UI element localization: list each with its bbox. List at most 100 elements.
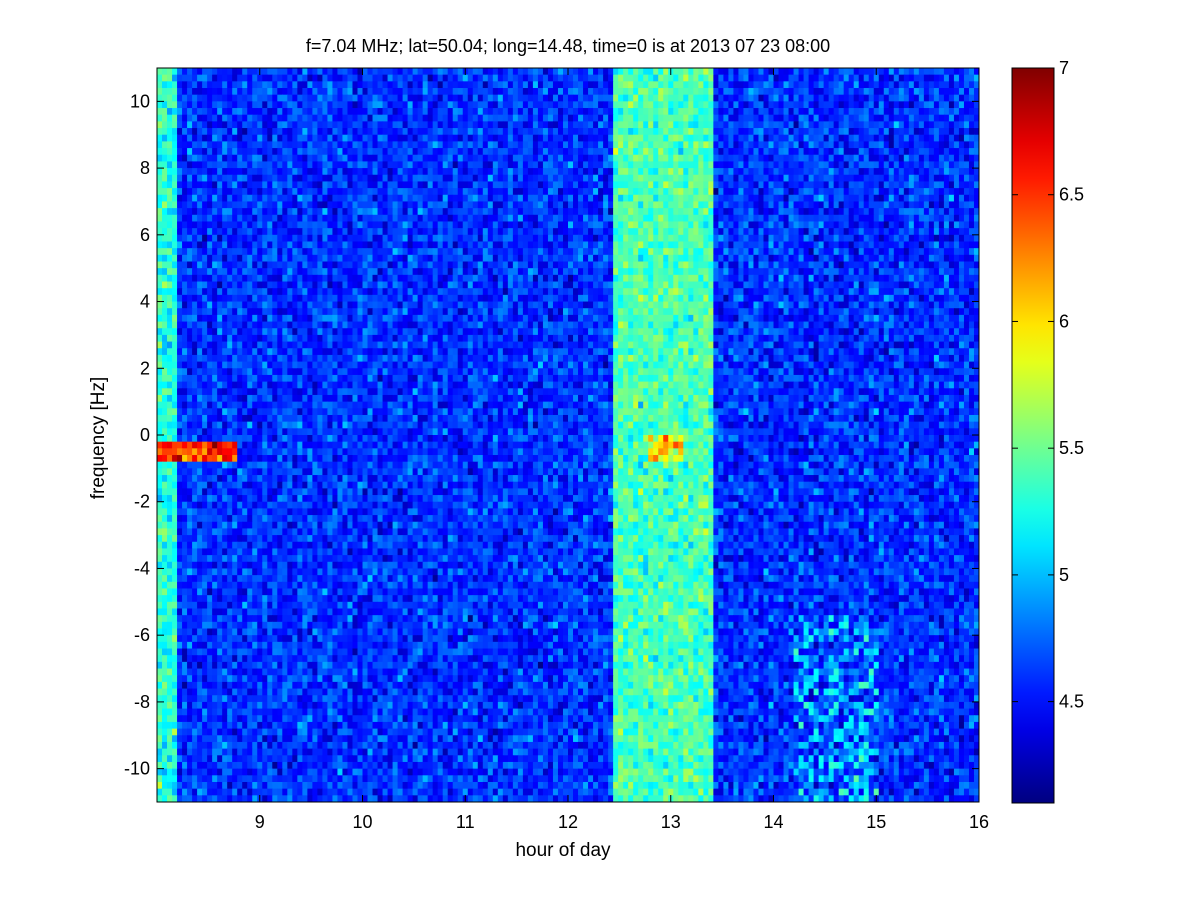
heatmap-cell — [908, 108, 915, 116]
heatmap-cell — [618, 148, 624, 156]
heatmap-cell — [182, 94, 188, 102]
heatmap-cell — [643, 214, 649, 223]
heatmap-cell — [723, 121, 729, 129]
heatmap-cell — [367, 74, 374, 82]
heatmap-cell — [763, 114, 770, 122]
heatmap-cell — [222, 128, 228, 136]
heatmap-cell — [613, 221, 619, 229]
heatmap-cell — [332, 188, 339, 196]
heatmap-cell — [327, 121, 334, 129]
heatmap-cell — [162, 94, 168, 102]
heatmap-cell — [387, 181, 394, 189]
heatmap-cell — [562, 254, 569, 263]
heatmap-cell — [217, 208, 223, 216]
heatmap-cell — [192, 88, 198, 96]
heatmap-cell — [693, 208, 699, 216]
heatmap-cell — [573, 261, 579, 269]
heatmap-cell — [783, 114, 790, 122]
heatmap-cell — [963, 81, 970, 89]
heatmap-cell — [663, 254, 669, 263]
heatmap-cell — [202, 268, 208, 276]
heatmap-cell — [603, 74, 609, 82]
heatmap-cell — [783, 181, 790, 189]
heatmap-cell — [547, 201, 554, 209]
heatmap-cell — [943, 74, 950, 82]
heatmap-cell — [442, 221, 449, 229]
heatmap-cell — [598, 88, 604, 96]
heatmap-cell — [573, 134, 579, 142]
heatmap-cell — [608, 208, 614, 216]
heatmap-cell — [182, 221, 188, 229]
heatmap-cell — [608, 68, 614, 76]
heatmap-cell — [437, 148, 444, 156]
heatmap-cell — [377, 228, 384, 236]
heatmap-cell — [422, 88, 429, 96]
heatmap-cell — [477, 261, 484, 269]
heatmap-cell — [367, 148, 374, 156]
heatmap-cell — [382, 214, 389, 223]
heatmap-cell — [407, 141, 414, 149]
heatmap-cell — [282, 201, 288, 209]
heatmap-cell — [663, 174, 669, 183]
heatmap-cell — [868, 221, 875, 229]
heatmap-cell — [618, 241, 624, 249]
heatmap-cell — [823, 148, 830, 156]
heatmap-cell — [858, 94, 865, 102]
heatmap-cell — [477, 228, 484, 236]
heatmap-cell — [703, 134, 709, 142]
heatmap-cell — [367, 261, 374, 269]
heatmap-cell — [407, 88, 414, 96]
heatmap-cell — [878, 168, 885, 176]
heatmap-cell — [723, 114, 729, 122]
heatmap-cell — [372, 141, 379, 149]
heatmap-cell — [808, 128, 815, 136]
heatmap-cell — [207, 254, 213, 263]
heatmap-cell — [182, 254, 188, 263]
heatmap-cell — [813, 101, 820, 109]
heatmap-cell — [738, 128, 745, 136]
heatmap-cell — [608, 254, 614, 263]
heatmap-cell — [517, 174, 524, 183]
heatmap-cell — [552, 134, 559, 142]
heatmap-cell — [628, 128, 634, 136]
heatmap-cell — [768, 221, 775, 229]
heatmap-cell — [908, 168, 915, 176]
heatmap-cell — [497, 101, 504, 109]
heatmap-cell — [512, 201, 519, 209]
heatmap-cell — [272, 68, 278, 76]
heatmap-cell — [963, 114, 970, 122]
heatmap-cell — [963, 121, 970, 129]
heatmap-cell — [623, 174, 629, 183]
heatmap-cell — [287, 214, 293, 223]
heatmap-cell — [382, 241, 389, 249]
heatmap-cell — [187, 128, 193, 136]
heatmap-cell — [818, 221, 825, 229]
heatmap-cell — [177, 188, 183, 196]
heatmap-cell — [372, 254, 379, 263]
heatmap-cell — [512, 81, 519, 89]
heatmap-cell — [758, 208, 765, 216]
heatmap-cell — [272, 221, 278, 229]
heatmap-cell — [838, 174, 845, 183]
heatmap-cell — [487, 168, 494, 176]
heatmap-cell — [573, 208, 579, 216]
heatmap-cell — [542, 214, 549, 223]
heatmap-cell — [277, 241, 283, 249]
heatmap-cell — [703, 81, 709, 89]
heatmap-cell — [252, 134, 258, 142]
heatmap-cell — [673, 208, 679, 216]
heatmap-cell — [668, 134, 674, 142]
heatmap-cell — [297, 148, 303, 156]
heatmap-cell — [532, 174, 539, 183]
heatmap-cell — [447, 154, 454, 163]
heatmap-cell — [953, 108, 960, 116]
heatmap-cell — [643, 148, 649, 156]
heatmap-cell — [197, 128, 203, 136]
heatmap-cell — [462, 101, 469, 109]
heatmap-cell — [277, 154, 283, 163]
heatmap-cell — [537, 174, 544, 183]
heatmap-cell — [562, 88, 569, 96]
heatmap-cell — [397, 74, 404, 82]
heatmap-cell — [207, 154, 213, 163]
heatmap-cell — [853, 254, 860, 263]
